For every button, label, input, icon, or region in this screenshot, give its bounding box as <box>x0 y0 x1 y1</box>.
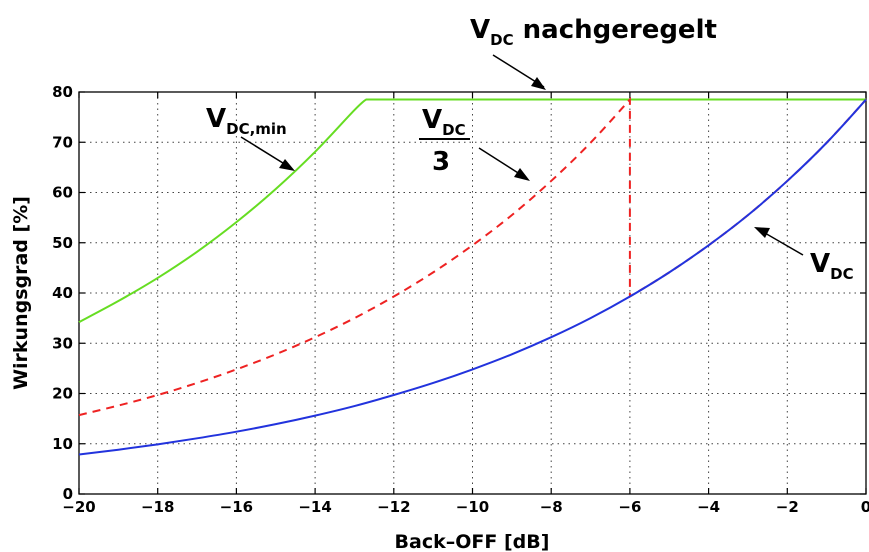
arrow-head-third <box>514 168 530 181</box>
annotation-vdc: VDC <box>754 227 854 283</box>
x-tick-label: −14 <box>298 498 331 516</box>
arrow-head-top <box>531 77 546 90</box>
annotation-vdc-sub: DC <box>830 265 853 283</box>
x-tick-label: −10 <box>456 498 489 516</box>
x-tick-label: −20 <box>62 498 95 516</box>
axis-ticks: −20 −18 −16 −14 −12 −10 −8 −6 −4 −2 00102030405060… <box>52 83 869 516</box>
x-tick-label: −6 <box>618 498 641 516</box>
annotation-vdc-min: VDC,min <box>206 104 295 171</box>
annotation-vdc-nachgeregelt-sub: DC <box>490 31 513 49</box>
arrow-head-min <box>279 159 295 171</box>
annotation-vdc-min-v: V <box>206 104 226 134</box>
arrow-head-vdc <box>754 227 770 238</box>
annotation-vdc-nachgeregelt: VDC nachgeregelt <box>470 15 717 90</box>
y-axis-label: Wirkungsgrad [%] <box>10 196 32 390</box>
svg-text:VDC: VDC <box>810 249 854 283</box>
series-vdc-nachgeregelt <box>78 98 866 324</box>
annotation-vdc-third-sub: DC <box>442 121 465 139</box>
annotation-vdc-nachgeregelt-v: V <box>470 15 490 45</box>
annotation-vdc-third-v: V <box>422 105 442 135</box>
series-vdc <box>78 98 867 456</box>
svg-text:VDC,min: VDC,min <box>206 104 287 138</box>
y-tick-label: 70 <box>52 133 73 151</box>
x-tick-label: 0 <box>861 498 869 516</box>
annotation-vdc-nachgeregelt-text: nachgeregelt <box>514 15 717 45</box>
y-tick-label: 20 <box>52 385 73 403</box>
y-tick-label: 10 <box>52 435 73 453</box>
x-tick-label: −16 <box>220 498 253 516</box>
annotation-vdc-v: V <box>810 249 830 279</box>
annotation-vdc-third-denominator: 3 <box>432 147 450 177</box>
x-tick-label: −18 <box>141 498 174 516</box>
svg-text:VDC: VDC <box>422 105 466 139</box>
grid <box>79 92 866 494</box>
annotation-vdc-min-sub: DC,min <box>226 120 287 138</box>
x-axis-label: Back–OFF [dB] <box>395 531 550 552</box>
x-tick-label: −2 <box>776 498 799 516</box>
svg-text:VDC nachgeregelt: VDC nachgeregelt <box>470 15 717 49</box>
x-tick-label: −4 <box>697 498 720 516</box>
y-tick-label: 60 <box>52 184 73 202</box>
series <box>78 96 867 456</box>
y-tick-label: 50 <box>52 234 73 252</box>
annotation-vdc-third: VDC 3 <box>419 105 530 181</box>
y-tick-label: 0 <box>63 485 73 503</box>
x-tick-label: −12 <box>377 498 410 516</box>
y-tick-label: 30 <box>52 334 73 352</box>
x-tick-label: −8 <box>540 498 563 516</box>
y-tick-label: 40 <box>52 284 73 302</box>
y-tick-label: 80 <box>52 83 73 101</box>
